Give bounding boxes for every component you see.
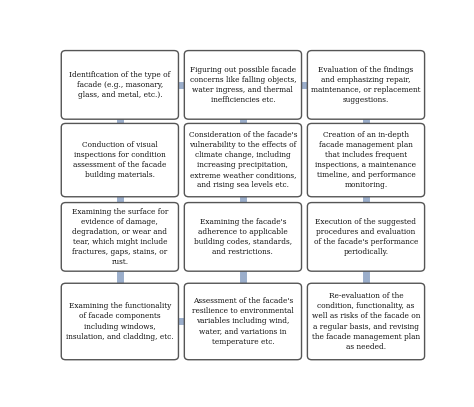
FancyBboxPatch shape [308, 50, 425, 119]
FancyBboxPatch shape [61, 123, 178, 197]
Text: Re-evaluation of the
condition, functionality, as
well as risks of the facade on: Re-evaluation of the condition, function… [312, 292, 420, 351]
FancyBboxPatch shape [61, 50, 178, 119]
Text: Examining the surface for
evidence of damage,
degradation, or wear and
tear, whi: Examining the surface for evidence of da… [72, 208, 168, 266]
FancyBboxPatch shape [184, 203, 301, 271]
FancyBboxPatch shape [61, 203, 178, 271]
FancyBboxPatch shape [184, 283, 301, 360]
Text: Evaluation of the findings
and emphasizing repair,
maintenance, or replacement
s: Evaluation of the findings and emphasizi… [311, 66, 421, 104]
Text: Conduction of visual
inspections for condition
assessment of the facade
building: Conduction of visual inspections for con… [73, 141, 166, 179]
Text: Assessment of the facade's
resilience to environmental
variables including wind,: Assessment of the facade's resilience to… [192, 297, 294, 346]
Text: Identification of the type of
facade (e.g., masonary,
glass, and metal, etc.).: Identification of the type of facade (e.… [69, 71, 171, 99]
Text: Examining the facade's
adherence to applicable
building codes, standards,
and re: Examining the facade's adherence to appl… [194, 218, 292, 256]
FancyBboxPatch shape [184, 123, 301, 197]
Text: Consideration of the facade's
vulnerability to the effects of
climate change, in: Consideration of the facade's vulnerabil… [189, 131, 297, 189]
Text: Execution of the suggested
procedures and evaluation
of the facade's performance: Execution of the suggested procedures an… [314, 218, 418, 256]
FancyBboxPatch shape [184, 50, 301, 119]
FancyBboxPatch shape [308, 203, 425, 271]
FancyBboxPatch shape [308, 283, 425, 360]
Text: Figuring out possible facade
concerns like falling objects,
water ingress, and t: Figuring out possible facade concerns li… [190, 66, 296, 104]
FancyBboxPatch shape [61, 283, 178, 360]
Text: Creation of an in-depth
facade management plan
that includes frequent
inspection: Creation of an in-depth facade managemen… [316, 131, 417, 189]
Text: Examining the functionality
of facade components
including windows,
insulation, : Examining the functionality of facade co… [66, 302, 173, 341]
FancyBboxPatch shape [308, 123, 425, 197]
